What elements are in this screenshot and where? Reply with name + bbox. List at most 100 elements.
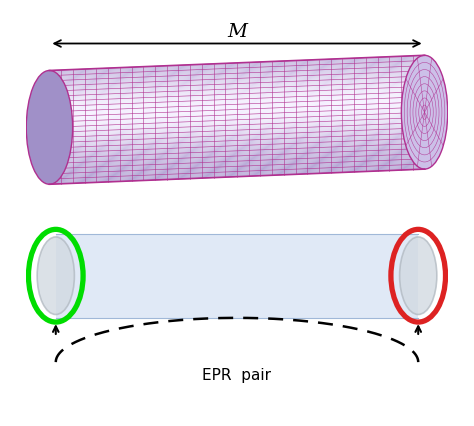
Polygon shape xyxy=(49,66,425,82)
Ellipse shape xyxy=(401,56,448,170)
Polygon shape xyxy=(49,82,425,98)
Polygon shape xyxy=(49,76,425,92)
Polygon shape xyxy=(49,151,425,167)
Polygon shape xyxy=(49,139,425,155)
Polygon shape xyxy=(49,94,425,110)
Polygon shape xyxy=(49,163,425,179)
Polygon shape xyxy=(49,66,425,83)
Polygon shape xyxy=(49,153,425,169)
Polygon shape xyxy=(49,118,425,135)
Polygon shape xyxy=(49,159,425,176)
Polygon shape xyxy=(49,148,425,164)
Polygon shape xyxy=(49,138,425,155)
Polygon shape xyxy=(49,166,425,182)
Polygon shape xyxy=(49,70,425,86)
Polygon shape xyxy=(49,158,425,174)
Polygon shape xyxy=(49,83,425,99)
Polygon shape xyxy=(49,157,425,173)
Polygon shape xyxy=(49,146,425,162)
Polygon shape xyxy=(49,106,425,122)
Polygon shape xyxy=(49,103,425,118)
Polygon shape xyxy=(49,141,425,157)
Polygon shape xyxy=(49,56,425,72)
Polygon shape xyxy=(49,114,425,130)
Polygon shape xyxy=(49,80,425,96)
Polygon shape xyxy=(49,84,425,101)
Polygon shape xyxy=(49,100,425,116)
Polygon shape xyxy=(49,134,425,150)
Polygon shape xyxy=(49,86,425,103)
Text: M: M xyxy=(227,23,247,41)
Polygon shape xyxy=(49,97,425,113)
Polygon shape xyxy=(49,98,425,114)
Polygon shape xyxy=(49,88,425,104)
Polygon shape xyxy=(49,58,425,74)
Polygon shape xyxy=(49,135,425,152)
Polygon shape xyxy=(49,128,425,144)
Polygon shape xyxy=(49,79,425,95)
Polygon shape xyxy=(49,81,425,97)
Ellipse shape xyxy=(26,71,73,185)
Polygon shape xyxy=(49,62,425,78)
Polygon shape xyxy=(49,71,425,87)
Polygon shape xyxy=(49,83,425,100)
Polygon shape xyxy=(49,92,425,108)
Polygon shape xyxy=(49,65,425,81)
Polygon shape xyxy=(49,115,425,131)
Polygon shape xyxy=(49,91,425,107)
Polygon shape xyxy=(49,86,425,101)
Polygon shape xyxy=(49,124,425,139)
Polygon shape xyxy=(49,135,425,151)
Polygon shape xyxy=(49,118,425,134)
Polygon shape xyxy=(49,87,425,104)
Polygon shape xyxy=(49,105,425,121)
Polygon shape xyxy=(49,129,425,145)
Polygon shape xyxy=(49,122,425,138)
Polygon shape xyxy=(49,143,425,159)
Polygon shape xyxy=(49,155,425,172)
Polygon shape xyxy=(49,104,425,121)
Polygon shape xyxy=(49,126,425,142)
Polygon shape xyxy=(49,168,425,184)
Polygon shape xyxy=(49,78,425,94)
Ellipse shape xyxy=(400,237,437,315)
Polygon shape xyxy=(49,142,425,158)
Polygon shape xyxy=(49,111,425,127)
Polygon shape xyxy=(49,155,425,171)
Polygon shape xyxy=(49,120,425,135)
Polygon shape xyxy=(49,113,425,129)
Polygon shape xyxy=(49,99,425,115)
Polygon shape xyxy=(49,116,425,132)
Polygon shape xyxy=(49,64,425,80)
Polygon shape xyxy=(49,133,425,149)
Polygon shape xyxy=(49,131,425,147)
Polygon shape xyxy=(49,161,425,177)
Polygon shape xyxy=(49,72,425,88)
Polygon shape xyxy=(49,101,425,118)
Polygon shape xyxy=(49,109,425,125)
Polygon shape xyxy=(49,169,425,185)
Polygon shape xyxy=(49,132,425,148)
Polygon shape xyxy=(49,89,425,105)
Polygon shape xyxy=(49,164,425,180)
Polygon shape xyxy=(49,57,425,73)
Polygon shape xyxy=(49,138,425,154)
Polygon shape xyxy=(49,108,425,124)
Polygon shape xyxy=(49,63,425,79)
Polygon shape xyxy=(49,74,425,90)
Polygon shape xyxy=(49,121,425,137)
Polygon shape xyxy=(49,145,425,161)
Polygon shape xyxy=(49,167,425,183)
Polygon shape xyxy=(49,154,425,170)
Polygon shape xyxy=(49,68,425,83)
Text: EPR  pair: EPR pair xyxy=(202,367,272,382)
Polygon shape xyxy=(49,60,425,76)
Polygon shape xyxy=(49,96,425,112)
Polygon shape xyxy=(49,162,425,178)
Polygon shape xyxy=(49,165,425,181)
Polygon shape xyxy=(49,137,425,153)
Polygon shape xyxy=(49,140,425,156)
Polygon shape xyxy=(49,121,425,138)
Polygon shape xyxy=(49,69,425,84)
Polygon shape xyxy=(49,160,425,176)
